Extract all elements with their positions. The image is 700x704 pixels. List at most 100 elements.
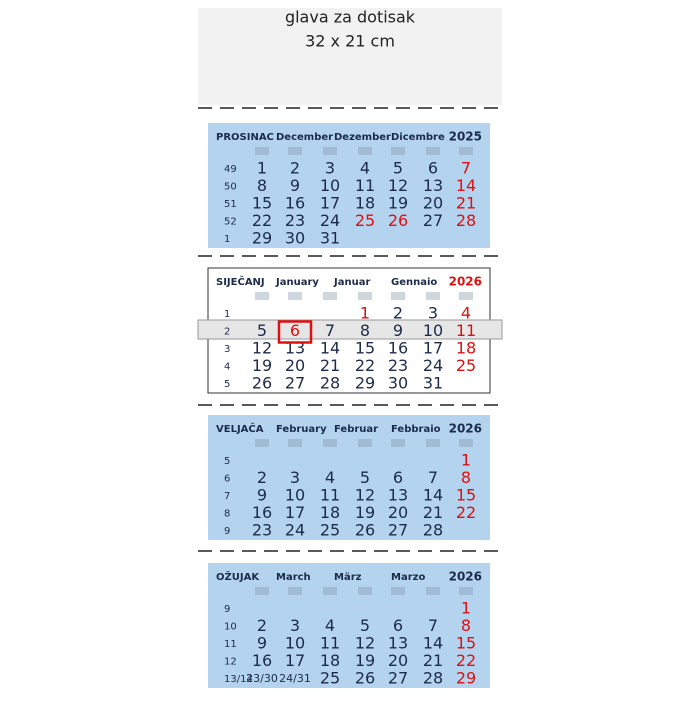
day: 5 <box>257 321 267 340</box>
week-number: 9 <box>224 526 230 537</box>
day: 22 <box>456 503 476 522</box>
day: 14 <box>423 634 443 653</box>
year: 2025 <box>449 130 482 144</box>
weekday-label <box>255 587 269 595</box>
day: 8 <box>257 176 267 195</box>
week-number: 5 <box>224 456 230 467</box>
day: 1 <box>257 159 267 178</box>
day: 13 <box>423 176 443 195</box>
weekday-label <box>358 147 372 155</box>
day: 23/30 <box>246 672 278 685</box>
day: 18 <box>456 339 476 358</box>
day: 21 <box>423 651 443 670</box>
day: 30 <box>388 374 408 393</box>
day: 4 <box>325 616 335 635</box>
weekday-label <box>288 292 302 300</box>
week-number: 1 <box>224 234 230 245</box>
week-number: 4 <box>224 362 230 373</box>
week-number: 12 <box>224 657 237 668</box>
day: 9 <box>393 321 403 340</box>
week-number: 50 <box>224 182 237 193</box>
month-name: Febbraio <box>391 424 441 435</box>
day: 23 <box>285 211 305 230</box>
month-name: January <box>275 277 319 288</box>
weekday-label <box>255 439 269 447</box>
month-name: März <box>334 572 362 583</box>
day: 3 <box>290 616 300 635</box>
print-header <box>198 8 502 105</box>
week-number: 11 <box>224 639 237 650</box>
day: 4 <box>360 159 370 178</box>
week-number: 2 <box>224 327 230 338</box>
day: 28 <box>320 374 340 393</box>
year: 2026 <box>449 570 482 584</box>
day: 18 <box>320 503 340 522</box>
day: 19 <box>388 194 408 213</box>
day: 24/31 <box>279 672 311 685</box>
day: 15 <box>355 339 375 358</box>
month-background <box>208 415 490 540</box>
day: 22 <box>355 356 375 375</box>
month-name: March <box>276 572 311 583</box>
month-background <box>208 563 490 688</box>
day: 12 <box>252 339 272 358</box>
day: 9 <box>257 486 267 505</box>
day: 20 <box>388 503 408 522</box>
weekday-label <box>391 147 405 155</box>
weekday-label <box>459 292 473 300</box>
weekday-label <box>426 439 440 447</box>
weekday-label <box>459 439 473 447</box>
day: 28 <box>456 211 476 230</box>
day: 1 <box>360 304 370 323</box>
week-number: 6 <box>224 474 230 485</box>
day: 31 <box>423 374 443 393</box>
day: 12 <box>355 634 375 653</box>
day: 29 <box>355 374 375 393</box>
day: 1 <box>461 451 471 470</box>
week-number: 3 <box>224 344 230 355</box>
day: 7 <box>325 321 335 340</box>
month-name: Januar <box>333 277 370 288</box>
day: 24 <box>423 356 443 375</box>
day: 5 <box>360 468 370 487</box>
day: 29 <box>456 669 476 688</box>
day: 29 <box>252 229 272 248</box>
month-name: December <box>276 132 333 143</box>
month-name: Dicembre <box>391 132 445 143</box>
day: 2 <box>393 304 403 323</box>
day: 13 <box>388 634 408 653</box>
week-number: 13/14 <box>224 674 253 685</box>
weekday-label <box>288 439 302 447</box>
day: 17 <box>285 651 305 670</box>
week-number: 49 <box>224 164 237 175</box>
day: 23 <box>388 356 408 375</box>
weekday-label <box>323 587 337 595</box>
day: 6 <box>393 468 403 487</box>
day: 3 <box>290 468 300 487</box>
month-name: Dezember <box>334 132 391 143</box>
day: 27 <box>388 669 408 688</box>
month-name: SIJEČANJ <box>216 275 265 288</box>
day: 26 <box>355 521 375 540</box>
day: 26 <box>252 374 272 393</box>
day: 20 <box>285 356 305 375</box>
day: 6 <box>290 321 300 340</box>
weekday-label <box>426 147 440 155</box>
day: 19 <box>252 356 272 375</box>
day: 14 <box>423 486 443 505</box>
day: 27 <box>388 521 408 540</box>
day: 27 <box>423 211 443 230</box>
day: 15 <box>456 634 476 653</box>
day: 18 <box>320 651 340 670</box>
day: 2 <box>257 616 267 635</box>
weekday-label <box>323 292 337 300</box>
week-slider <box>197 319 503 340</box>
week-number: 8 <box>224 509 230 520</box>
day: 14 <box>456 176 476 195</box>
weekday-label <box>459 147 473 155</box>
day: 22 <box>252 211 272 230</box>
day: 15 <box>456 486 476 505</box>
weekday-label <box>288 587 302 595</box>
weekday-label <box>391 439 405 447</box>
